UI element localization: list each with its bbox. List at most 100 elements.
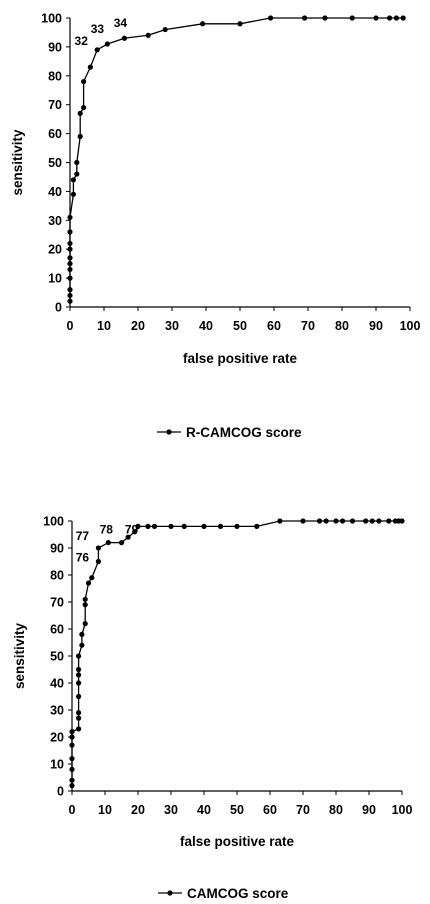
y-tick-label: 30 xyxy=(50,704,64,718)
x-tick-label: 100 xyxy=(400,319,421,333)
legend-marker xyxy=(167,890,173,896)
data-point xyxy=(376,518,382,524)
data-point xyxy=(69,777,75,783)
x-tick-label: 90 xyxy=(362,803,376,817)
data-point xyxy=(181,523,187,530)
data-point xyxy=(386,518,392,524)
data-point xyxy=(76,726,82,732)
series-line-0 xyxy=(69,17,404,302)
data-point xyxy=(67,214,73,221)
data-point xyxy=(79,631,85,638)
y-tick-label: 70 xyxy=(50,596,64,610)
data-point xyxy=(69,734,75,740)
data-point xyxy=(67,298,73,304)
data-point xyxy=(69,756,75,762)
x-tick-label: 40 xyxy=(197,803,211,817)
annotation-label: 76 xyxy=(76,551,90,565)
data-point xyxy=(85,580,92,586)
y-tick-label: 50 xyxy=(50,650,64,664)
data-point xyxy=(322,15,328,21)
y-axis-label: sensitivity xyxy=(12,622,27,689)
data-point xyxy=(95,558,101,565)
data-point xyxy=(76,672,82,678)
data-point xyxy=(151,523,158,530)
data-point xyxy=(201,523,207,530)
data-point xyxy=(105,540,111,546)
data-point xyxy=(132,529,138,535)
data-point xyxy=(268,15,274,21)
data-point xyxy=(82,596,88,602)
x-tick-label: 80 xyxy=(329,803,343,817)
data-point xyxy=(67,261,73,267)
y-tick-label: 100 xyxy=(43,515,64,529)
data-point xyxy=(67,292,73,299)
data-point xyxy=(82,621,88,627)
data-point xyxy=(67,255,73,261)
y-tick-label: 20 xyxy=(50,731,64,745)
data-point xyxy=(70,177,76,183)
chart-r-camcog: 0 10 20 30 40 50 60 70 80 90 100 0 10 20 30 40 50 60 70 80 9… xyxy=(10,12,420,441)
data-point xyxy=(79,642,85,648)
data-point xyxy=(89,575,95,581)
y-tick-label: 0 xyxy=(55,301,62,315)
data-point xyxy=(76,710,82,716)
x-tick-label: 50 xyxy=(233,319,247,333)
y-tick-label: 80 xyxy=(48,69,62,83)
data-point xyxy=(67,229,73,235)
data-point xyxy=(333,518,339,524)
y-tick-label: 100 xyxy=(41,12,62,26)
data-point xyxy=(399,518,405,524)
y-tick-label: 20 xyxy=(48,243,62,257)
data-point xyxy=(77,110,83,116)
y-tick-label: 40 xyxy=(50,677,64,691)
y-tick-label: 90 xyxy=(48,40,62,54)
annotation-label: 34 xyxy=(114,16,128,30)
data-point xyxy=(323,518,329,524)
data-point xyxy=(81,104,87,111)
data-point xyxy=(369,518,375,524)
annotation-label: 33 xyxy=(91,22,105,36)
data-point xyxy=(104,41,110,47)
x-tick-label: 10 xyxy=(98,803,112,817)
data-point xyxy=(82,602,88,608)
data-point xyxy=(67,266,73,273)
x-tick-label: 80 xyxy=(335,319,349,333)
data-point xyxy=(168,523,174,530)
data-point xyxy=(400,15,406,21)
data-point xyxy=(145,523,151,530)
data-point xyxy=(277,518,283,524)
x-tick-label: 40 xyxy=(199,319,213,333)
data-point xyxy=(67,275,73,281)
data-point xyxy=(254,523,260,530)
data-point xyxy=(125,534,131,540)
x-tick-label: 70 xyxy=(296,803,310,817)
data-point xyxy=(162,26,168,33)
x-tick-label: 20 xyxy=(131,803,145,817)
x-tick-label: 60 xyxy=(263,803,277,817)
data-point xyxy=(87,64,93,70)
data-point xyxy=(76,693,82,700)
data-point xyxy=(302,15,308,21)
data-point xyxy=(145,32,151,38)
data-point xyxy=(81,78,87,85)
data-point xyxy=(69,783,75,789)
data-point xyxy=(69,729,75,735)
data-point xyxy=(316,518,323,524)
x-tick-label: 100 xyxy=(392,803,413,817)
y-tick-label: 60 xyxy=(48,127,62,141)
annotation-label: 77 xyxy=(76,529,90,543)
data-point xyxy=(76,715,82,721)
data-point xyxy=(217,523,224,530)
x-tick-label: 30 xyxy=(165,319,179,333)
x-tick-label: 90 xyxy=(369,319,383,333)
legend-label: CAMCOG score xyxy=(187,886,289,901)
x-tick-label: 50 xyxy=(230,803,244,817)
y-tick-label: 80 xyxy=(50,569,64,583)
data-point xyxy=(393,15,399,21)
y-tick-label: 30 xyxy=(48,214,62,228)
data-point xyxy=(349,15,355,21)
data-point xyxy=(234,523,240,530)
y-tick-label: 60 xyxy=(50,623,64,637)
y-tick-label: 40 xyxy=(48,185,62,199)
data-point xyxy=(77,133,83,140)
